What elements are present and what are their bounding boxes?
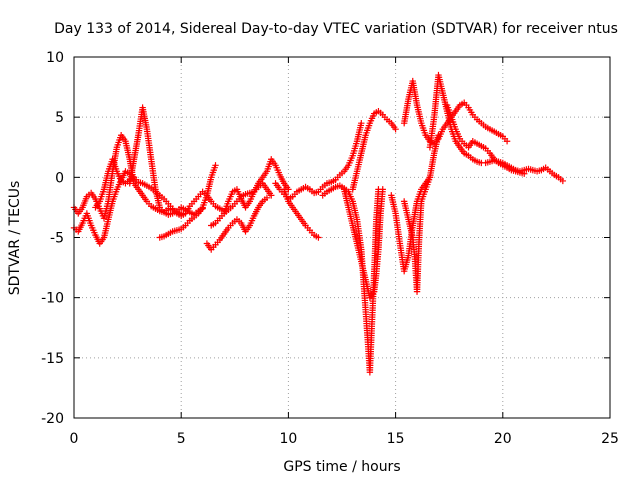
- data-point: [392, 126, 399, 133]
- y-tick-label: -15: [41, 351, 64, 367]
- data-point: [315, 234, 322, 241]
- y-tick-label: -20: [41, 411, 64, 427]
- x-tick-label: 25: [601, 431, 619, 447]
- data-point: [263, 194, 271, 201]
- grid-layer: [74, 57, 610, 418]
- x-axis-label: GPS time / hours: [283, 459, 400, 475]
- x-tick-label: 0: [70, 431, 79, 447]
- data-point: [521, 170, 528, 177]
- y-tick-label: 0: [55, 170, 64, 186]
- data-point: [379, 186, 386, 193]
- data-point: [503, 138, 511, 145]
- x-tick-label: 5: [177, 431, 186, 447]
- points-layer: [70, 71, 567, 376]
- data-point: [268, 192, 275, 199]
- y-tick-label: 5: [55, 110, 64, 126]
- y-tick-label: -5: [50, 231, 64, 247]
- chart-title: Day 133 of 2014, Sidereal Day-to-day VTE…: [54, 21, 618, 37]
- x-tick-label: 10: [279, 431, 297, 447]
- y-axis-label: SDTVAR / TECUs: [7, 181, 23, 296]
- x-tick-label: 15: [387, 431, 405, 447]
- x-tick-label: 20: [494, 431, 512, 447]
- data-point: [212, 162, 219, 169]
- ticks-layer: 0 5 10 15 20 25 -20 -15 -10 -5 0 5 10: [41, 50, 619, 447]
- data-point: [358, 119, 365, 127]
- y-tick-label: 10: [46, 50, 64, 66]
- data-point: [559, 177, 567, 185]
- y-tick-label: -10: [41, 291, 64, 307]
